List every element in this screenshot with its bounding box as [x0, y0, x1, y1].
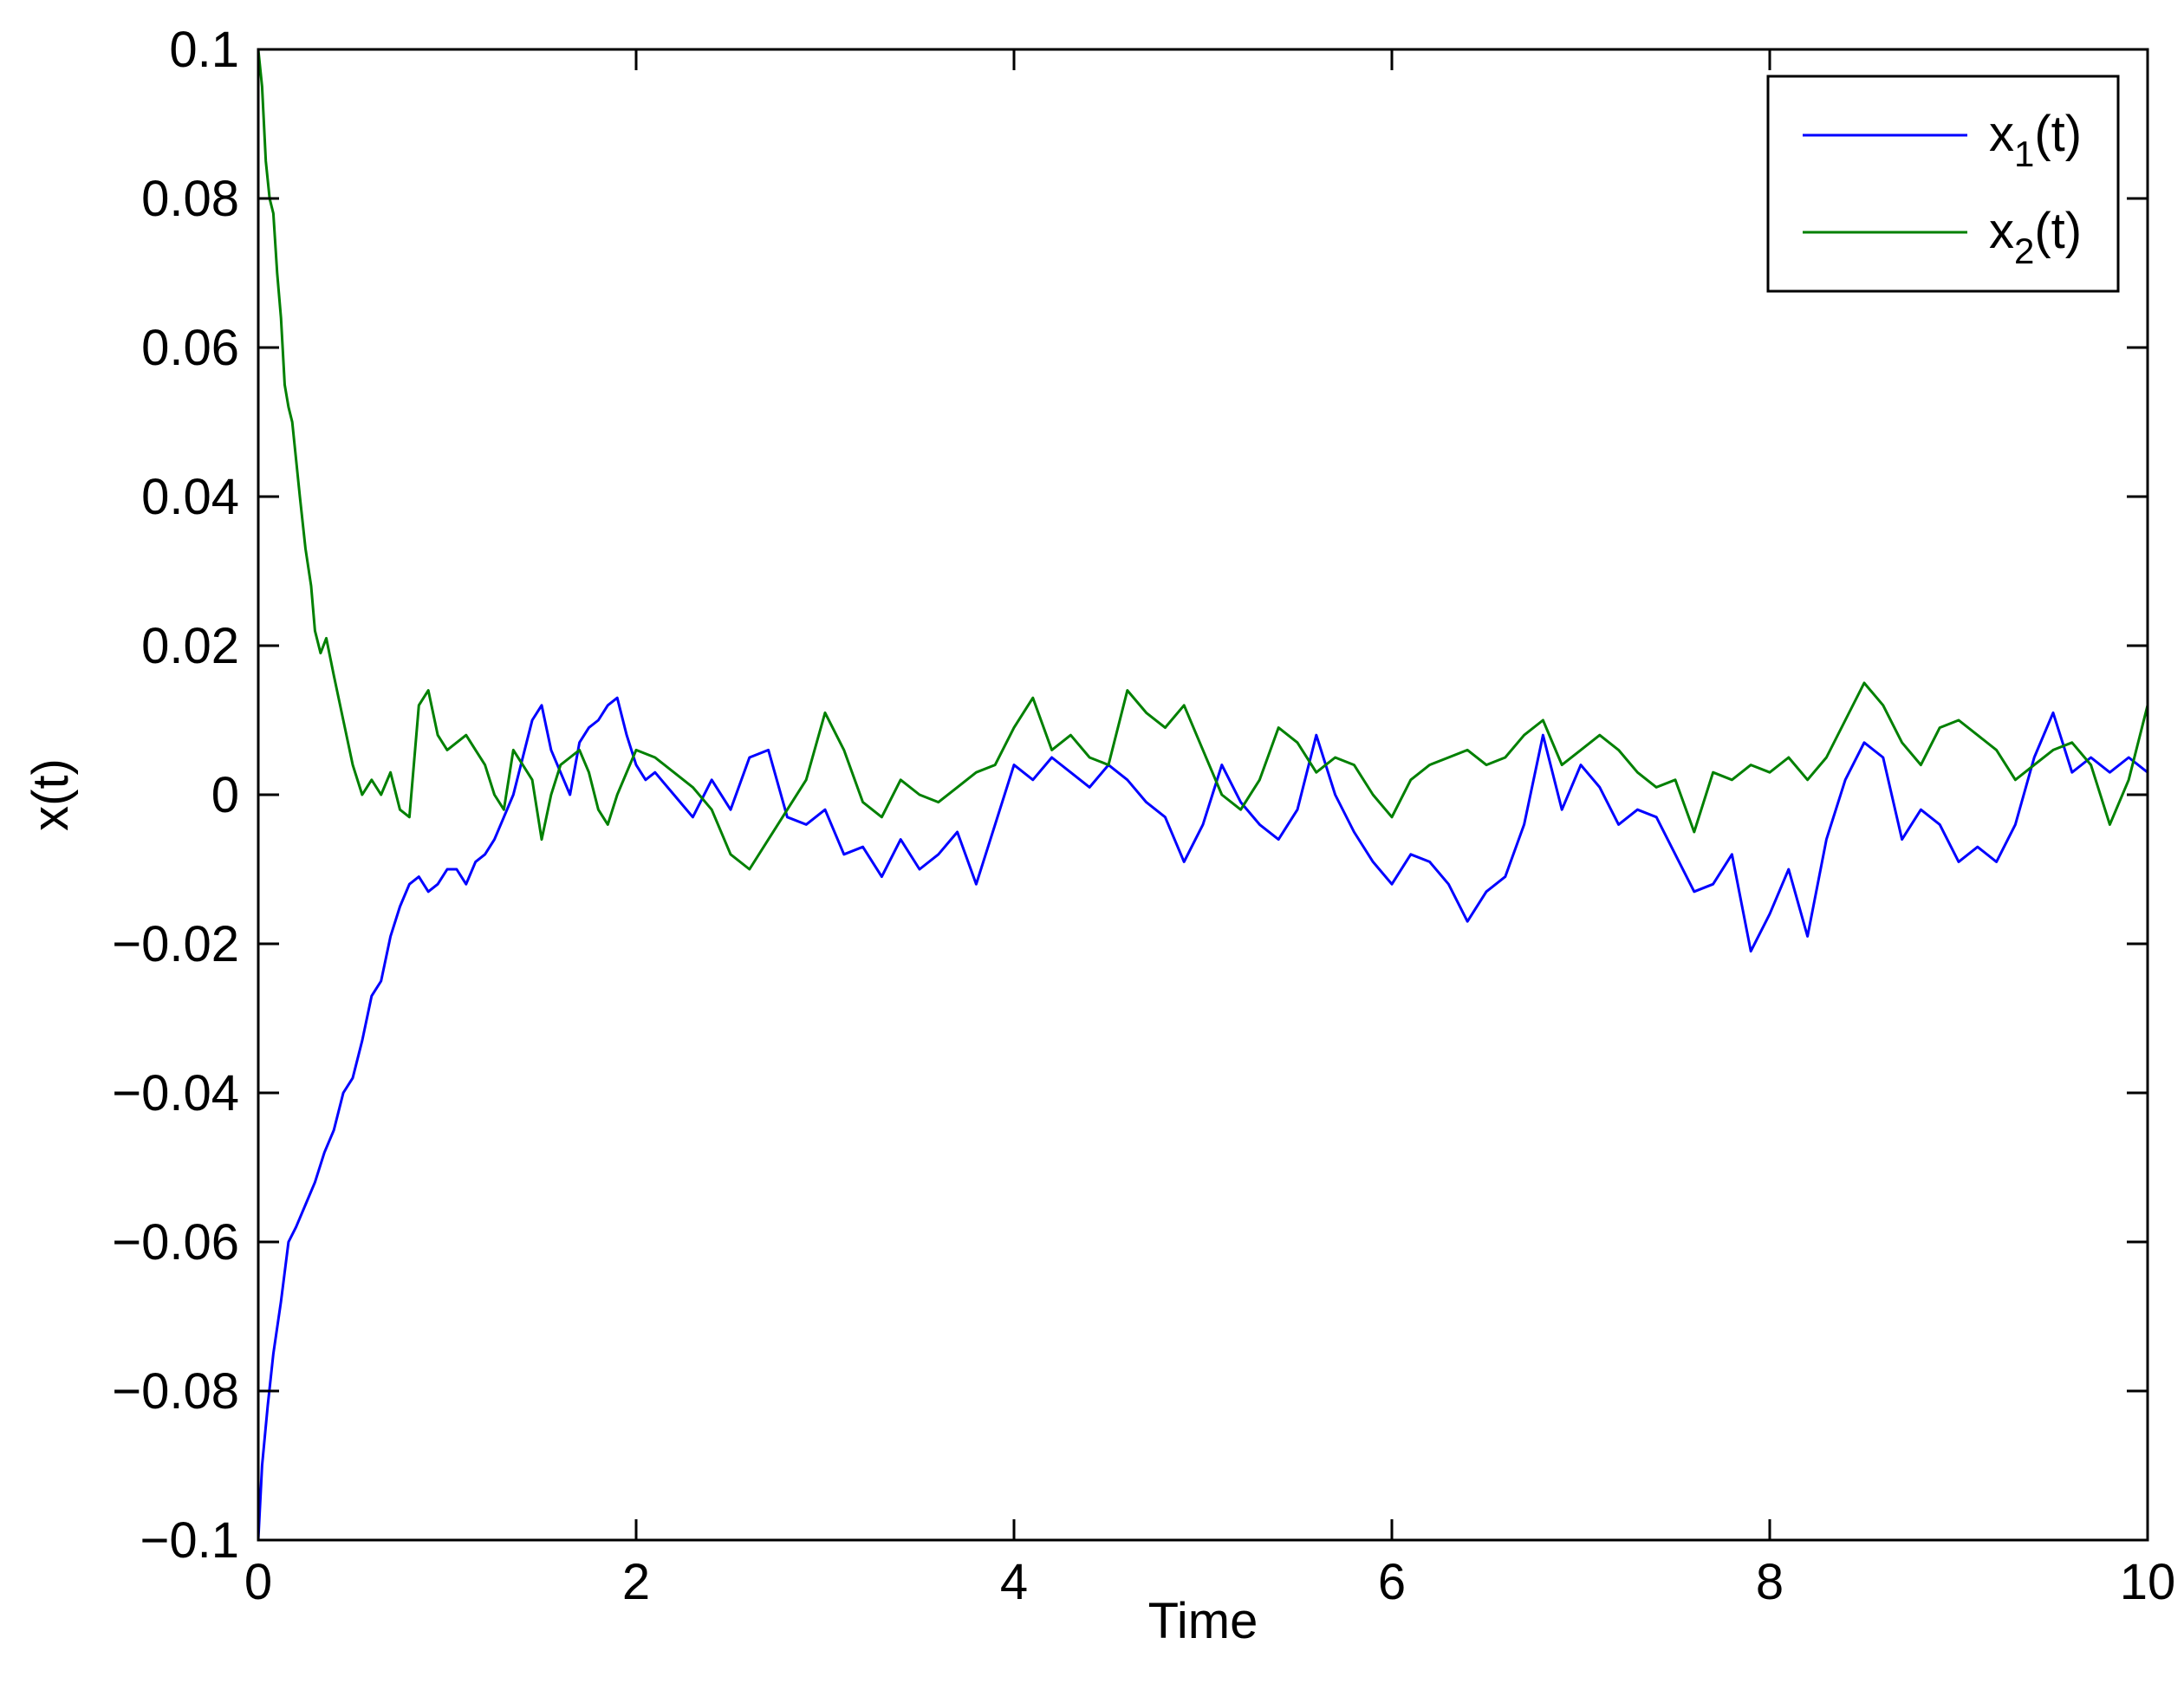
legend-label-1: x1(t): [1989, 106, 2082, 174]
y-tick-label: 0.06: [141, 320, 239, 376]
y-tick-label: 0: [211, 767, 239, 823]
x-tick-label: 0: [244, 1554, 272, 1610]
legend-label-2: x2(t): [1989, 203, 2082, 271]
series-line-1: [257, 696, 2148, 1541]
y-tick-label: −0.06: [112, 1214, 239, 1271]
y-tick-label: −0.04: [112, 1065, 239, 1121]
y-tick-label: −0.08: [112, 1363, 239, 1420]
x-axis-title: Time: [1148, 1593, 1258, 1649]
y-tick-label: 0.04: [141, 469, 239, 525]
y-tick-label: −0.02: [112, 916, 239, 972]
x-tick-label: 8: [1756, 1554, 1784, 1610]
x-tick-label: 2: [622, 1554, 650, 1610]
legend: x1(t) x2(t): [1766, 75, 2120, 293]
x-tick-label: 10: [2120, 1554, 2176, 1610]
series-line-2: [257, 49, 2149, 871]
x-tick-label: 6: [1378, 1554, 1406, 1610]
legend-box: [1766, 75, 2120, 293]
y-tick-label: −0.1: [140, 1512, 240, 1569]
tick-labels: 0 2 4 6 8 10 −0.1 −0.08 −0.06 −0.04 −0.02 0 0.02 0.04…: [112, 22, 2175, 1610]
y-axis-title: x(t): [23, 758, 79, 831]
axis-ticks: [257, 48, 2149, 1542]
y-tick-label: 0.02: [141, 618, 239, 674]
series-layer: [257, 49, 2149, 1541]
y-tick-label: 0.08: [141, 171, 239, 227]
x-tick-label: 4: [1000, 1554, 1028, 1610]
y-tick-label: 0.1: [169, 22, 239, 78]
